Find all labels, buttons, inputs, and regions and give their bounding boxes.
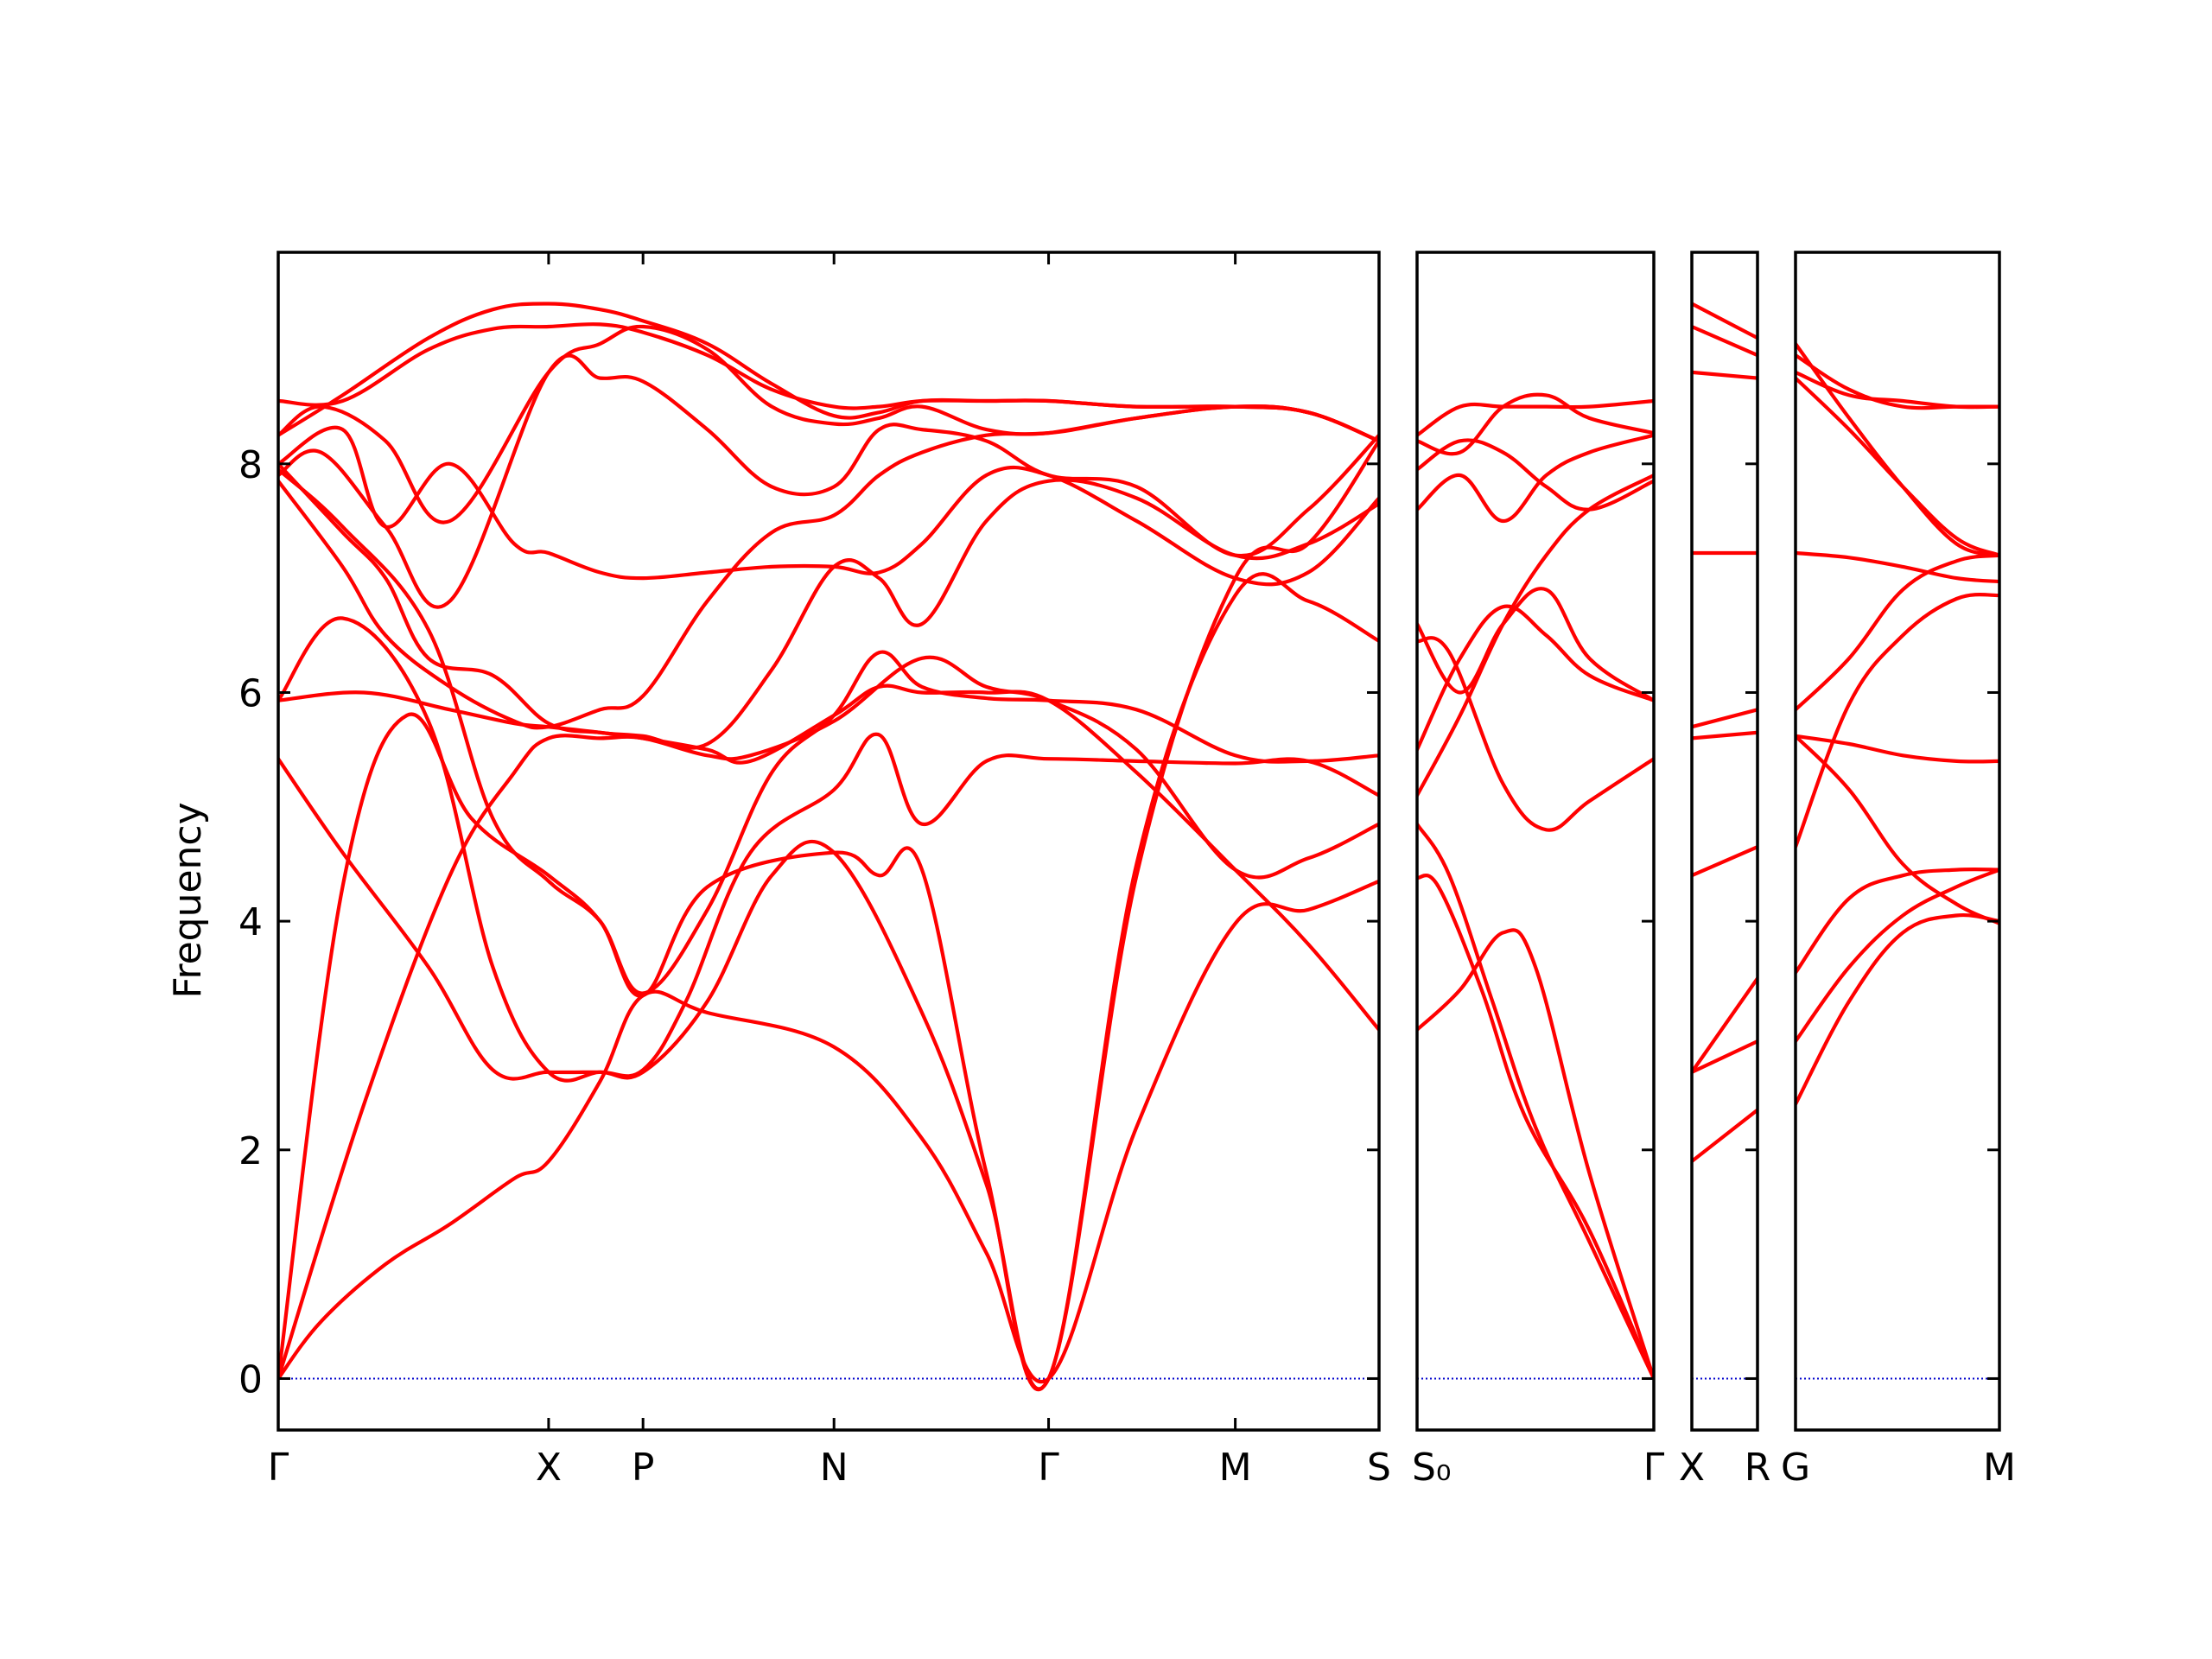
band-line-4-8 [1796, 550, 1999, 584]
band-line-2-1 [1417, 822, 1654, 1381]
band-line-3-9 [1692, 324, 1758, 358]
band-series [278, 302, 1379, 1392]
band-line-3-1 [1692, 1108, 1758, 1164]
panel-frame [1415, 251, 1656, 1432]
x-tick-label: R [1745, 1446, 1771, 1490]
band-line-2-10 [1417, 398, 1654, 437]
x-tick-label: Γ [1038, 1446, 1059, 1490]
x-tick-label: P [632, 1446, 655, 1490]
band-line-2-4 [1417, 604, 1654, 752]
band-line-1-1 [278, 879, 1379, 1383]
band-line-1-12 [278, 324, 1379, 524]
band-line-2-6 [1417, 587, 1654, 702]
x-tick-label: X [1679, 1446, 1705, 1490]
band-line-4-12 [1796, 341, 1999, 557]
band-line-3-8 [1692, 370, 1758, 380]
band-line-3-2 [1692, 976, 1758, 1074]
band-line-1-8 [278, 467, 1379, 995]
band-series [1796, 341, 1999, 1106]
y-tick-label: 8 [238, 443, 263, 487]
panel-frame [1794, 251, 2001, 1432]
band-line-3-10 [1692, 302, 1758, 340]
band-line-4-6 [1796, 593, 1999, 849]
panel-frame [1690, 251, 1759, 1432]
band-line-4-2 [1796, 868, 1999, 1044]
band-line-1-3 [278, 572, 1379, 1392]
panel-2: S₀ Γ [1412, 251, 1665, 1490]
x-tick-label: N [820, 1446, 849, 1490]
band-line-4-1 [1796, 912, 1999, 1106]
x-tick-label: M [1219, 1446, 1252, 1490]
band-line-1-4 [278, 439, 1379, 1391]
x-tick-label: S [1367, 1446, 1391, 1490]
y-tick-label: 6 [238, 671, 263, 715]
band-line-1-14 [278, 302, 1379, 443]
panel-frame [276, 251, 1381, 1432]
x-tick-label: Γ [1643, 1446, 1665, 1490]
band-line-2-5 [1417, 636, 1654, 832]
x-tick-label: M [1983, 1446, 2016, 1490]
band-line-4-11 [1796, 353, 1999, 410]
panel-1: 0 2 4 6 8 Γ X P N Γ M S [238, 251, 1391, 1490]
band-line-2-7 [1417, 473, 1654, 798]
band-line-1-5 [278, 616, 1379, 1083]
band-line-1-6 [278, 683, 1379, 1032]
band-line-1-9 [278, 461, 1379, 750]
band-line-4-3 [1796, 867, 1999, 975]
band-line-3-3 [1692, 1039, 1758, 1074]
y-tick-label: 2 [238, 1129, 263, 1173]
band-line-3-4 [1692, 845, 1758, 878]
x-tick-label: X [536, 1446, 562, 1490]
band-line-3-5 [1692, 730, 1758, 741]
band-line-2-8 [1417, 433, 1654, 524]
y-tick-label: 0 [238, 1357, 263, 1402]
band-series [1417, 392, 1654, 1381]
band-line-3-6 [1692, 708, 1758, 729]
band-line-2-9 [1417, 392, 1654, 456]
band-line-2-3 [1417, 928, 1654, 1381]
x-tick-label: G [1781, 1446, 1810, 1490]
x-tick-label: S₀ [1412, 1446, 1452, 1490]
band-line-1-11 [278, 353, 1379, 609]
band-line-2-2 [1417, 874, 1654, 1381]
y-axis-title: Frequency [166, 802, 210, 998]
band-line-1-2 [278, 655, 1379, 1381]
band-line-4-4 [1796, 734, 1999, 925]
y-tick-label: 4 [238, 900, 263, 944]
band-line-2-11 [1417, 438, 1654, 512]
band-line-4-7 [1796, 553, 1999, 712]
band-line-1-10 [278, 425, 1379, 587]
band-series [1692, 302, 1758, 1164]
x-tick-label: Γ [268, 1446, 289, 1490]
